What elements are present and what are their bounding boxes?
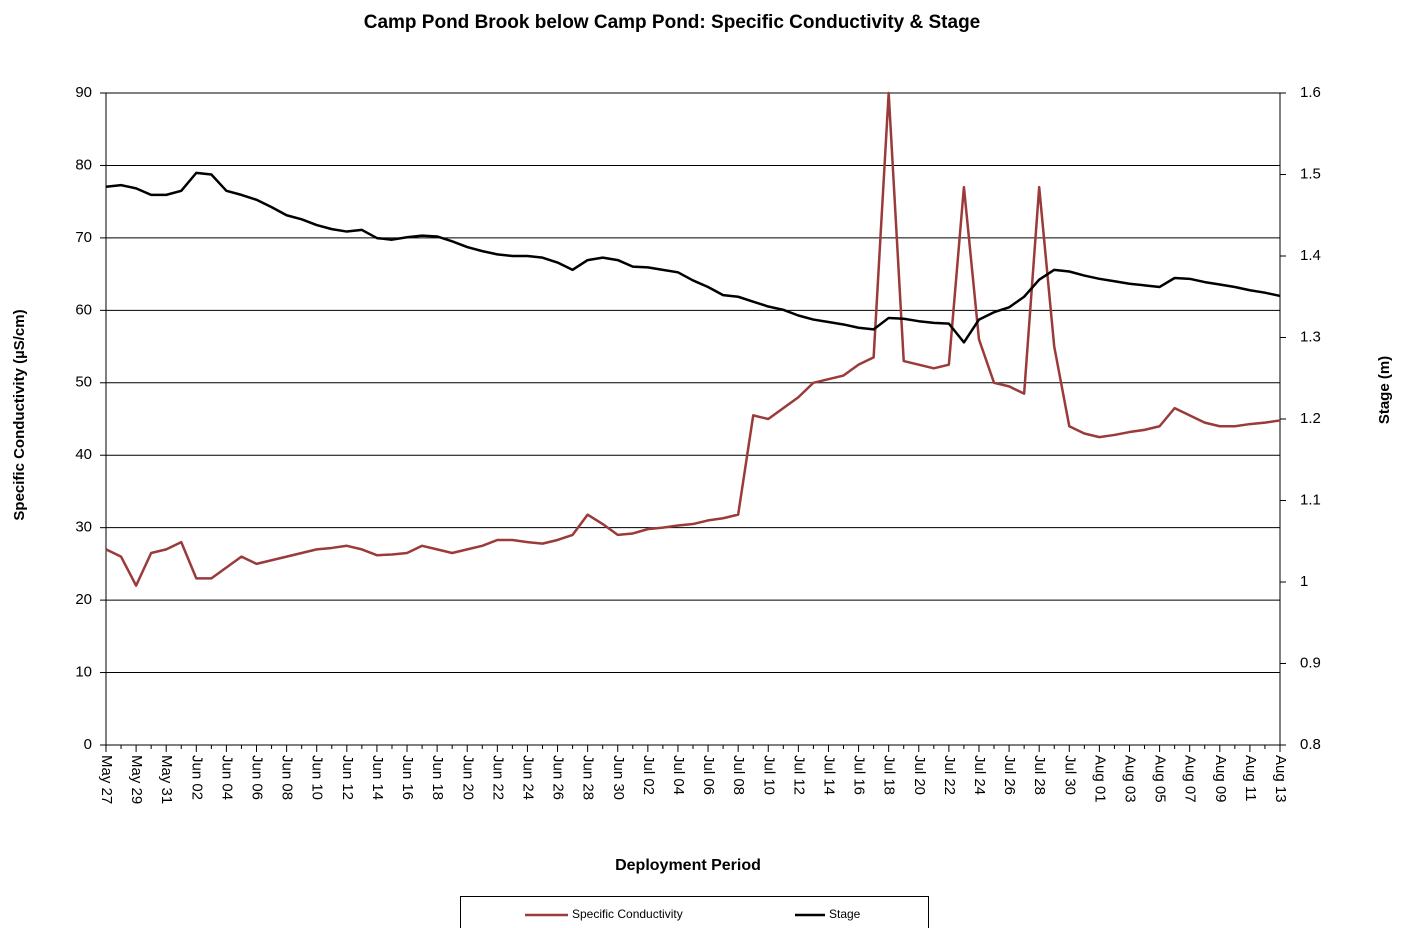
x-tick-label: Jul 18 xyxy=(881,755,898,795)
x-tick-label: Jun 08 xyxy=(279,755,296,800)
x-tick-label: Jul 30 xyxy=(1061,755,1078,795)
y-tick-label: 40 xyxy=(75,446,92,463)
x-tick-label: Jun 22 xyxy=(489,755,506,800)
x-tick-label: Jun 02 xyxy=(188,755,205,800)
x-tick-label: Jun 06 xyxy=(249,755,266,800)
x-tick-label: Jun 24 xyxy=(519,755,536,800)
series-line xyxy=(105,171,1281,344)
x-tick-label: Jul 02 xyxy=(640,755,657,795)
y2-tick-label: 0.9 xyxy=(1300,654,1321,671)
x-tick-label: Jul 10 xyxy=(760,755,777,795)
x-tick-label: Jul 20 xyxy=(911,755,928,795)
y2-tick-label: 1.1 xyxy=(1300,491,1321,508)
y2-tick-label: 1.6 xyxy=(1300,84,1321,101)
y-axis-title: Specific Conductivity (µS/cm) xyxy=(11,309,28,520)
y-tick-label: 30 xyxy=(75,519,92,536)
x-tick-label: Jun 30 xyxy=(610,755,627,800)
x-tick-label: Jul 26 xyxy=(1001,755,1018,795)
x-tick-label: Jul 12 xyxy=(790,755,807,795)
x-tick-label: Jul 22 xyxy=(941,755,958,795)
y-tick-label: 70 xyxy=(75,229,92,246)
x-tick-label: Jun 20 xyxy=(459,755,476,800)
x-tick-label: May 29 xyxy=(128,755,145,804)
legend-box xyxy=(460,896,929,928)
x-tick-label: Jun 04 xyxy=(218,755,235,800)
x-tick-label: Jun 14 xyxy=(369,755,386,800)
y2-tick-label: 1.5 xyxy=(1300,165,1321,182)
y-tick-label: 80 xyxy=(75,156,92,173)
x-tick-label: Aug 13 xyxy=(1272,755,1289,803)
x-tick-label: Jul 06 xyxy=(700,755,717,795)
x-tick-label: Jun 26 xyxy=(550,755,567,800)
y-tick-label: 90 xyxy=(75,84,92,101)
y2-axis-title: Stage (m) xyxy=(1376,356,1393,424)
y2-tick-label: 1 xyxy=(1300,573,1308,590)
x-tick-label: Aug 03 xyxy=(1122,755,1139,803)
y2-tick-label: 1.2 xyxy=(1300,410,1321,427)
y-tick-label: 0 xyxy=(84,736,92,753)
x-tick-label: Aug 05 xyxy=(1152,755,1169,803)
x-tick-label: Jul 14 xyxy=(820,755,837,795)
x-tick-label: Jul 24 xyxy=(971,755,988,795)
y2-tick-label: 0.8 xyxy=(1300,736,1321,753)
y-tick-label: 10 xyxy=(75,664,92,681)
y2-tick-label: 1.4 xyxy=(1300,247,1321,264)
x-tick-label: Jun 10 xyxy=(309,755,326,800)
chart-title: Camp Pond Brook below Camp Pond: Specifi… xyxy=(364,12,981,33)
x-tick-label: Jun 12 xyxy=(339,755,356,800)
series-line xyxy=(105,91,1281,587)
x-tick-label: Aug 11 xyxy=(1242,755,1259,801)
x-tick-label: Jun 28 xyxy=(580,755,597,800)
y-tick-label: 50 xyxy=(75,374,92,391)
y-tick-label: 60 xyxy=(75,301,92,318)
x-tick-label: Aug 07 xyxy=(1182,755,1199,803)
x-tick-label: Jul 08 xyxy=(730,755,747,795)
x-tick-label: Aug 01 xyxy=(1091,755,1108,803)
legend-label: Specific Conductivity xyxy=(572,907,683,921)
x-tick-label: Jul 16 xyxy=(851,755,868,795)
x-tick-label: Jul 04 xyxy=(670,755,687,795)
x-axis-title: Deployment Period xyxy=(615,857,761,874)
y2-tick-label: 1.3 xyxy=(1300,328,1321,345)
x-tick-label: May 31 xyxy=(158,755,175,804)
x-tick-label: Jun 16 xyxy=(399,755,416,800)
x-tick-label: Aug 09 xyxy=(1212,755,1229,803)
legend-label: Stage xyxy=(829,907,861,921)
x-tick-label: Jun 18 xyxy=(429,755,446,800)
x-tick-label: May 27 xyxy=(98,755,115,804)
y-tick-label: 20 xyxy=(75,591,92,608)
x-tick-label: Jul 28 xyxy=(1031,755,1048,795)
